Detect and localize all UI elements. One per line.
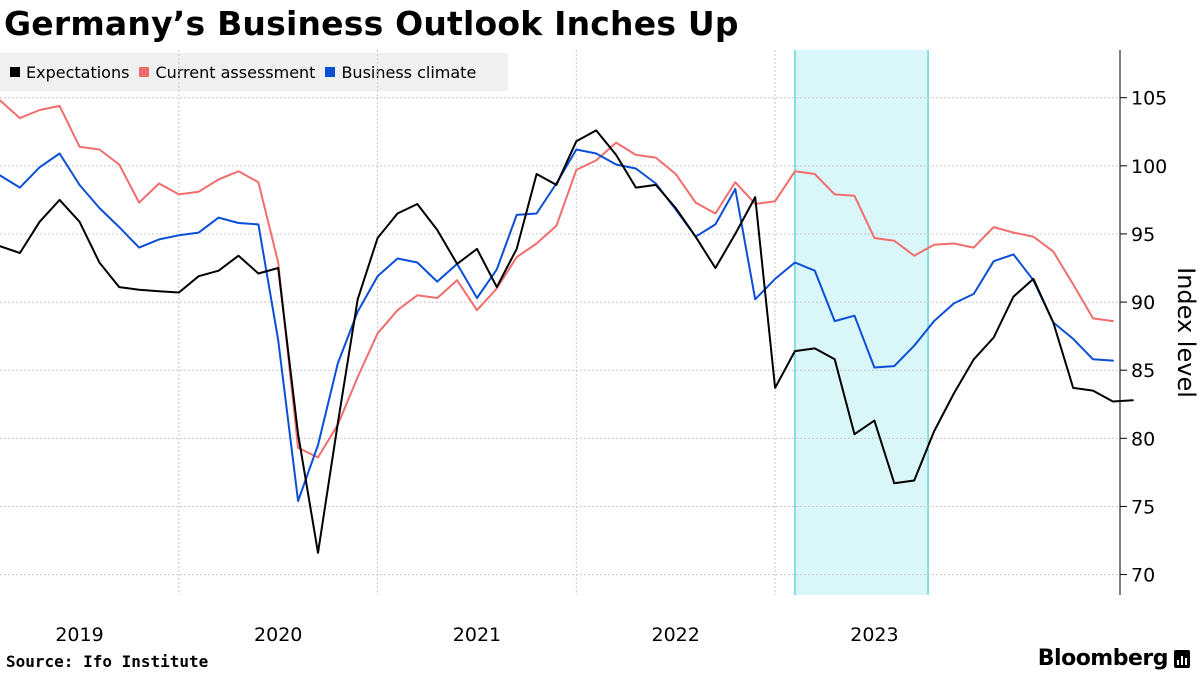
shaded-region: [794, 50, 929, 595]
y-tick-label: 85: [1131, 360, 1155, 382]
bar-chart-icon: [1174, 649, 1190, 668]
brand-name: Bloomberg: [1037, 646, 1169, 671]
x-tick-label: 2019: [55, 624, 103, 646]
legend-swatch-expectations: [10, 67, 20, 77]
series-line-current: [0, 99, 1114, 459]
series-line-climate: [0, 148, 1114, 502]
legend-label-expectations: Expectations: [26, 62, 130, 82]
y-tick-label: 75: [1131, 496, 1155, 518]
legend-item-business-climate[interactable]: Business climate: [325, 63, 476, 82]
x-tick-label: 2021: [453, 624, 501, 646]
legend: Expectations Current assessment Business…: [0, 53, 508, 91]
legend-item-expectations[interactable]: Expectations: [10, 63, 129, 82]
x-tick-label: 2022: [652, 624, 700, 646]
brand-logo: Bloomberg: [1038, 646, 1190, 671]
series-line-expectations: [0, 129, 1134, 554]
legend-label-current-assessment: Current assessment: [155, 62, 316, 82]
y-tick-label: 105: [1131, 88, 1167, 110]
y-tick-label: 90: [1131, 292, 1155, 314]
y-axis-title: Index level: [1172, 267, 1200, 398]
x-tick-label: 2020: [254, 624, 302, 646]
x-tick-label: 2023: [850, 624, 898, 646]
y-tick-label: 70: [1131, 565, 1155, 587]
chart-title: Germany’s Business Outlook Inches Up: [4, 4, 739, 43]
y-tick-label: 95: [1131, 224, 1155, 246]
legend-label-business-climate: Business climate: [341, 62, 477, 82]
legend-swatch-current-assessment: [139, 67, 150, 77]
legend-swatch-business-climate: [325, 67, 336, 77]
source-note: Source: Ifo Institute: [6, 652, 209, 671]
y-tick-label: 80: [1131, 428, 1155, 450]
legend-item-current-assessment[interactable]: Current assessment: [139, 63, 315, 82]
y-tick-label: 100: [1131, 156, 1167, 178]
